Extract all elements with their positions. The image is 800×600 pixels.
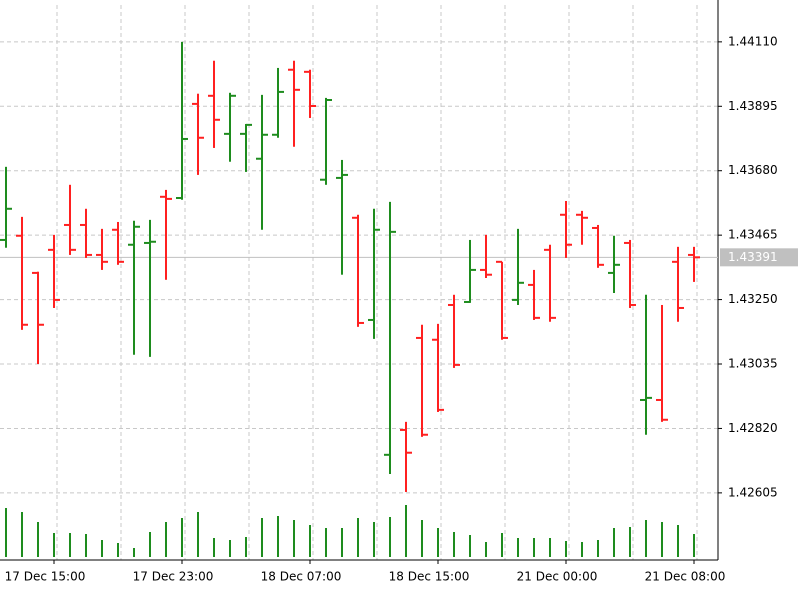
ohlc-bar (480, 234, 492, 279)
ohlc-bar (272, 67, 284, 138)
ohlc-bar (208, 60, 220, 148)
y-tick-label: 1.43250 (728, 292, 778, 306)
ohlc-bar (160, 189, 172, 280)
x-tick-label: 17 Dec 23:00 (133, 570, 214, 584)
ohlc-bar (48, 234, 60, 308)
ohlc-bar (688, 246, 700, 282)
ohlc-bar (336, 159, 348, 275)
y-tick-label: 1.43465 (728, 228, 778, 242)
ohlc-bar (560, 200, 572, 258)
ohlc-bar (192, 93, 204, 175)
ohlc-bar (240, 123, 252, 172)
ohlc-bar (0, 166, 12, 248)
ohlc-bar (496, 260, 508, 340)
ohlc-bar (624, 239, 636, 308)
ohlc-bar (464, 239, 476, 303)
ohlc-bar (32, 271, 44, 365)
ohlc-bar (128, 220, 140, 355)
ohlc-bar (416, 324, 428, 437)
ohlc-bar (576, 210, 588, 245)
ohlc-bar (432, 323, 444, 412)
y-tick-label: 1.42605 (728, 485, 778, 499)
current-price-label: 1.43391 (728, 250, 778, 264)
y-tick-label: 1.43680 (728, 163, 778, 177)
ohlc-bar (304, 69, 316, 118)
ohlc-bar (400, 421, 412, 492)
ohlc-bar (288, 60, 300, 147)
ohlc-bar (320, 97, 332, 185)
ohlc-bar (16, 216, 28, 330)
x-tick-label: 21 Dec 08:00 (645, 570, 726, 584)
ohlc-bar (112, 221, 124, 265)
ohlc-bar (512, 228, 524, 305)
ohlc-bar (672, 246, 684, 322)
y-tick-label: 1.43035 (728, 357, 778, 371)
ohlc-bar (352, 214, 364, 327)
ohlc-bar (528, 269, 540, 320)
current-price-box (720, 248, 798, 267)
x-tick-label: 17 Dec 15:00 (5, 570, 86, 584)
ohlc-bar (592, 224, 604, 268)
x-tick-label: 21 Dec 00:00 (517, 570, 598, 584)
y-tick-label: 1.43895 (728, 99, 778, 113)
ohlc-bar (80, 208, 92, 258)
ohlc-bar (256, 94, 268, 230)
y-tick-label: 1.44110 (728, 34, 778, 48)
ohlc-bar (64, 184, 76, 255)
x-tick-label: 18 Dec 07:00 (261, 570, 342, 584)
ohlc-bar (224, 92, 236, 162)
ohlc-bar (608, 235, 620, 293)
ohlc-bar (96, 228, 108, 270)
ohlc-bar (640, 294, 652, 435)
y-tick-label: 1.42820 (728, 421, 778, 435)
ohlc-bar (448, 294, 460, 368)
ohlc-bar (544, 244, 556, 322)
ohlc-bar (368, 208, 380, 339)
ohlc-bar (384, 201, 396, 474)
ohlc-bar (144, 219, 156, 357)
ohlc-bar (656, 304, 668, 422)
ohlc-bar (176, 41, 188, 200)
x-tick-label: 18 Dec 15:00 (389, 570, 470, 584)
